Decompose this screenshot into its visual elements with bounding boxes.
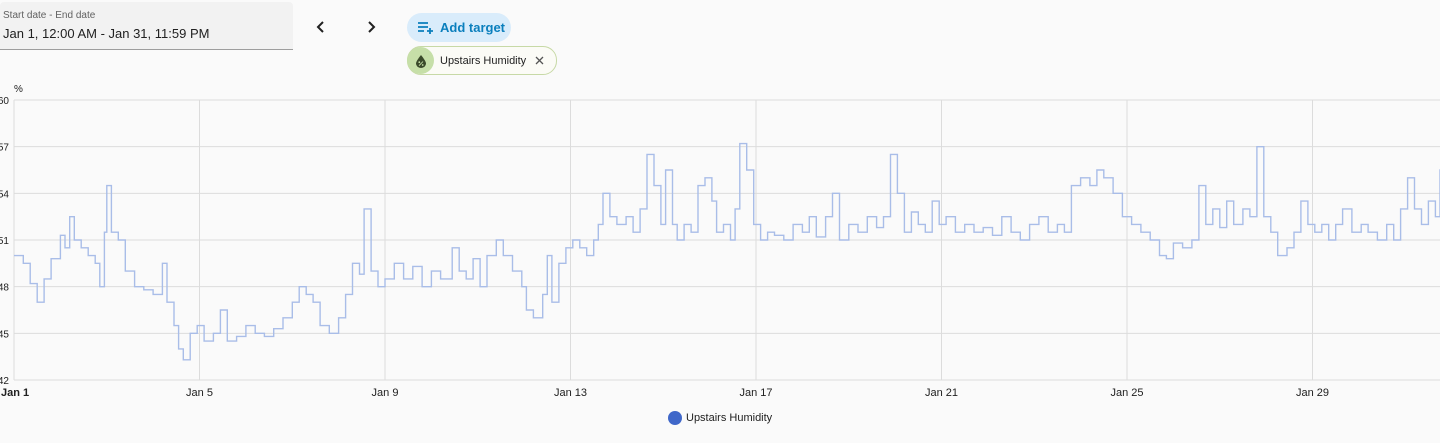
target-chip-upstairs-humidity[interactable]: Upstairs Humidity xyxy=(407,46,557,75)
date-range-label: Start date - End date xyxy=(3,10,96,21)
y-tick-label: 57 xyxy=(0,143,9,154)
x-tick-label: Jan 5 xyxy=(186,387,213,399)
series-line-upstairs-humidity xyxy=(14,142,1440,361)
next-period-button[interactable] xyxy=(355,11,387,43)
x-tick-label: Jan 13 xyxy=(554,387,587,399)
add-target-button[interactable]: Add target xyxy=(407,13,511,42)
x-tick-label: Jan 25 xyxy=(1110,387,1143,399)
y-tick-label: 48 xyxy=(0,283,9,294)
x-tick-label: Jan 9 xyxy=(372,387,399,399)
y-unit-label: % xyxy=(14,84,23,95)
x-tick-label: Jan 1 xyxy=(1,387,29,399)
date-range-picker[interactable]: Start date - End date Jan 1, 12:00 AM - … xyxy=(0,2,293,50)
y-tick-label: 54 xyxy=(0,189,9,200)
chevron-right-icon xyxy=(368,21,376,33)
y-tick-label: 51 xyxy=(0,236,9,247)
date-range-value: Jan 1, 12:00 AM - Jan 31, 11:59 PM xyxy=(3,26,210,41)
add-target-label: Add target xyxy=(440,20,505,35)
x-tick-label: Jan 21 xyxy=(925,387,958,399)
legend-label: Upstairs Humidity xyxy=(686,412,773,424)
chip-label: Upstairs Humidity xyxy=(440,54,527,67)
y-tick-label: 45 xyxy=(0,329,9,340)
playlist-add-icon xyxy=(418,21,433,34)
chevron-left-icon xyxy=(316,21,324,33)
y-tick-label: 42 xyxy=(0,376,9,387)
legend-swatch xyxy=(668,411,682,425)
water-percent-icon xyxy=(407,47,434,74)
legend-item-upstairs-humidity[interactable]: Upstairs Humidity xyxy=(668,411,772,425)
y-tick-label: 60 xyxy=(0,96,9,107)
previous-period-button[interactable] xyxy=(305,11,337,43)
x-tick-label: Jan 29 xyxy=(1296,387,1329,399)
close-icon[interactable] xyxy=(535,56,544,65)
x-tick-label: Jan 17 xyxy=(739,387,772,399)
